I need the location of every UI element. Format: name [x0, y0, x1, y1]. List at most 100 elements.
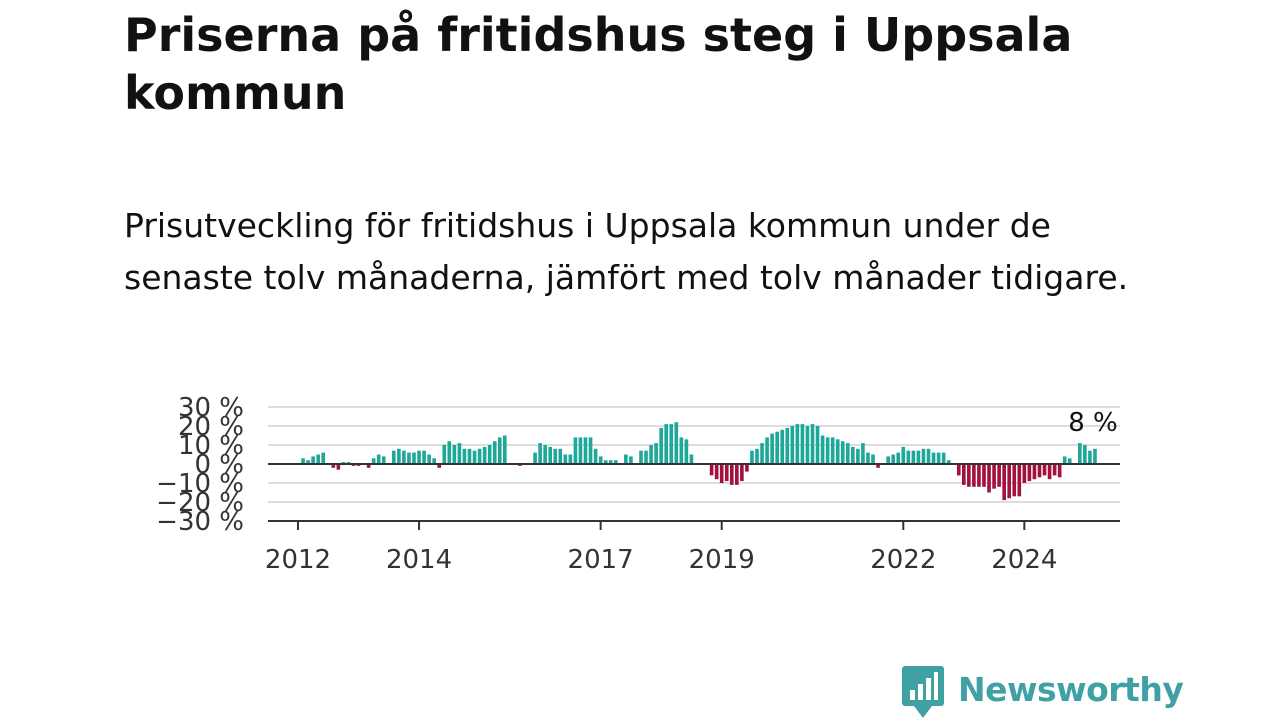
bar-chart-speech-bubble-icon	[902, 666, 944, 718]
x-tick-label: 2017	[568, 545, 634, 575]
bar	[452, 445, 457, 464]
bar	[750, 450, 754, 464]
bar	[835, 439, 840, 464]
bar	[992, 464, 996, 489]
bar	[613, 460, 618, 464]
bar	[442, 445, 447, 464]
bar	[608, 460, 613, 464]
bar	[916, 450, 921, 464]
bar	[845, 443, 850, 464]
bar	[1032, 464, 1037, 480]
bar-chart: 30 %20 %10 %0 %−10 %−20 %−30 % 2012 2014 2…	[156, 393, 1120, 575]
bar	[760, 443, 764, 464]
bar	[1057, 464, 1062, 478]
bar	[447, 441, 452, 464]
bar	[876, 464, 880, 468]
bar	[684, 439, 689, 464]
bar	[866, 452, 870, 464]
bar	[800, 424, 805, 464]
newsworthy-logo: Newsworthy	[902, 666, 1184, 720]
bar	[830, 437, 835, 464]
chart-subtitle: Prisutveckling för fritidshus i Uppsala …	[124, 206, 1129, 297]
y-tick-label: −20 %	[156, 488, 244, 518]
bar	[629, 456, 633, 464]
bar	[926, 448, 931, 464]
bar	[497, 437, 502, 464]
bar	[603, 460, 608, 464]
bar	[1017, 464, 1022, 497]
bars	[301, 422, 1097, 501]
bar	[790, 426, 795, 464]
bar	[593, 448, 598, 464]
bar	[407, 452, 411, 464]
chart-title: Priserna på fritidshus steg i Uppsala ko…	[124, 8, 1073, 120]
bar	[755, 448, 759, 464]
bar	[568, 454, 573, 464]
bar	[785, 427, 790, 464]
bar	[578, 437, 583, 464]
bar	[775, 431, 779, 464]
bar	[659, 427, 663, 464]
y-tick-label: 20 %	[178, 412, 244, 442]
bar	[573, 437, 578, 464]
bar	[977, 464, 981, 487]
bar	[851, 446, 855, 464]
bar	[1078, 443, 1082, 464]
bar	[1022, 464, 1027, 483]
bar	[492, 441, 497, 464]
bar	[669, 424, 674, 464]
bar	[654, 443, 658, 464]
y-tick-label: −10 %	[156, 469, 244, 499]
bar	[861, 443, 865, 464]
x-tick-label: 2019	[689, 545, 755, 575]
bar	[422, 450, 426, 464]
bar	[1062, 456, 1067, 464]
bar	[487, 445, 492, 464]
bar	[719, 464, 724, 483]
bar	[946, 460, 951, 464]
x-tick-labels: 2012 2014 2017 2019 2022 2024	[265, 521, 1057, 575]
bar	[371, 458, 376, 464]
bar	[936, 452, 941, 464]
bar	[331, 464, 336, 468]
bar	[906, 450, 911, 464]
bar	[795, 424, 800, 464]
bar	[548, 446, 553, 464]
bar	[1067, 458, 1072, 464]
bar	[502, 435, 507, 464]
bar	[397, 448, 401, 464]
bar	[649, 445, 653, 464]
bar	[770, 433, 774, 464]
x-tick-label: 2014	[386, 545, 452, 575]
bar	[301, 458, 305, 464]
y-tick-labels: 30 %20 %10 %0 %−10 %−20 %−30 %	[156, 393, 244, 537]
bar	[1012, 464, 1017, 497]
bar	[911, 450, 916, 464]
bar	[896, 452, 901, 464]
x-tick-label: 2024	[991, 545, 1057, 575]
bar	[679, 437, 684, 464]
bar	[856, 448, 860, 464]
x-tick-label: 2022	[870, 545, 936, 575]
bar	[472, 450, 477, 464]
bar	[1093, 448, 1097, 464]
y-tick-label: 30 %	[178, 393, 244, 423]
y-tick-label: 10 %	[178, 431, 244, 461]
bar	[674, 422, 679, 464]
end-value-label: 8 %	[1068, 408, 1118, 438]
bar	[825, 437, 830, 464]
bar	[714, 464, 719, 480]
bar	[402, 450, 406, 464]
bar	[639, 450, 643, 464]
bar	[598, 456, 603, 464]
bar	[563, 454, 568, 464]
bar	[316, 454, 320, 464]
bar	[1047, 464, 1052, 480]
bar	[820, 435, 825, 464]
bar	[765, 437, 769, 464]
bar	[533, 452, 537, 464]
bar	[815, 426, 820, 464]
bar	[810, 424, 815, 464]
bar	[972, 464, 976, 487]
brand-name: Newsworthy	[958, 670, 1184, 709]
